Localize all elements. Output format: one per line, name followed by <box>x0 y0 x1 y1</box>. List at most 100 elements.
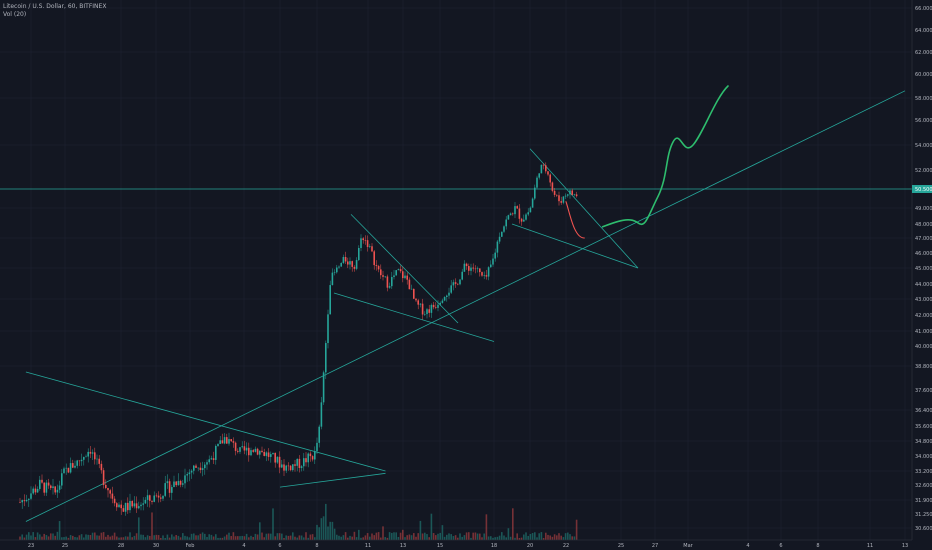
volume-bar <box>494 537 496 540</box>
volume-bar <box>369 536 371 540</box>
volume-bar <box>292 532 294 540</box>
candle-body <box>498 236 501 242</box>
candle-body <box>182 483 184 485</box>
volume-bar <box>34 537 37 540</box>
volume-bar <box>232 532 235 540</box>
time-tick-label: Mar <box>683 543 693 549</box>
candle-body <box>111 493 114 499</box>
volume-bar <box>314 537 316 540</box>
candle-body <box>188 472 191 475</box>
volume-bar <box>140 534 142 540</box>
candle-body <box>430 304 433 313</box>
trend-line-long-term-support[interactable] <box>25 90 906 522</box>
candles <box>19 162 578 516</box>
volume-bar <box>305 532 307 540</box>
time-tick-label: 11 <box>365 543 371 549</box>
candle-body <box>545 165 547 172</box>
candle-body <box>252 450 254 452</box>
projection-projected-rally[interactable] <box>601 85 729 228</box>
volume-bar <box>564 533 567 540</box>
volume-bar <box>534 532 536 540</box>
candle-body <box>186 474 188 476</box>
volume-bar <box>289 535 292 540</box>
trend-line-wedge-upper[interactable] <box>529 148 639 269</box>
volume-bar <box>223 536 226 540</box>
candle-body <box>505 219 507 227</box>
candle-body <box>162 495 164 499</box>
projections[interactable] <box>565 85 729 239</box>
volume-bar <box>465 532 468 540</box>
candle-body <box>369 246 371 247</box>
volume-bar <box>340 536 342 540</box>
trend-line-february-triangle-upper[interactable] <box>350 214 459 324</box>
candle-body <box>206 462 208 465</box>
volume-legend: Vol (20) <box>3 11 27 18</box>
volume-bar <box>83 537 85 540</box>
candle-body <box>217 443 219 447</box>
candle-body <box>83 457 85 460</box>
volume-bar <box>107 534 109 540</box>
volume-bar <box>87 534 89 540</box>
candle-body <box>265 452 268 456</box>
candle-body <box>50 485 52 489</box>
candle-body <box>443 297 446 301</box>
candle-body <box>120 504 122 509</box>
volume-bar <box>338 535 340 540</box>
trend-line-wedge-lower[interactable] <box>511 223 639 269</box>
candle-body <box>199 467 202 470</box>
time-tick-label: 13 <box>400 543 406 549</box>
candle-body <box>278 456 281 468</box>
trend-line-january-triangle-low[interactable] <box>279 472 386 488</box>
candle-body <box>274 452 276 463</box>
candle-body <box>281 464 283 468</box>
volume-bar <box>248 537 250 540</box>
price-tick-label: 45.000 <box>915 266 932 272</box>
volume-bar <box>201 532 204 540</box>
candle-body <box>428 309 430 313</box>
candle-body <box>507 215 510 220</box>
volume-bar <box>507 528 510 540</box>
volume-bar <box>364 535 367 540</box>
candle-body <box>439 302 441 305</box>
candle-body <box>226 437 228 444</box>
candle-body <box>116 503 118 508</box>
candle-body <box>573 194 576 195</box>
symbol-title: Litecoin / U.S. Dollar, 60, BITFINEX <box>3 3 107 10</box>
volume-bar <box>320 518 323 540</box>
price-tick-label: 31.900 <box>915 498 932 504</box>
candle-body <box>575 194 578 197</box>
time-tick-label: 27 <box>652 543 658 549</box>
candle-body <box>397 269 400 271</box>
volume-bar <box>98 535 100 540</box>
candle-body <box>547 171 549 175</box>
candle-body <box>534 187 536 199</box>
trend-lines[interactable] <box>0 90 912 522</box>
volume-bar <box>415 536 417 540</box>
candle-body <box>201 468 204 470</box>
volume-bar <box>91 532 94 540</box>
volume-bar <box>43 533 45 540</box>
candle-body <box>107 487 109 491</box>
candle-body <box>542 164 545 166</box>
projection-projected-pullback[interactable] <box>565 201 585 239</box>
candle-body <box>155 495 158 497</box>
volume-bar <box>69 535 72 540</box>
trend-line-january-resistance[interactable] <box>25 371 386 472</box>
candle-body <box>263 451 265 456</box>
candle-body <box>366 240 369 247</box>
candle-body <box>65 467 67 469</box>
volume-bar <box>65 536 67 540</box>
volume-bar <box>496 536 499 540</box>
volume-bar <box>402 529 404 540</box>
price-tick-label: 36.400 <box>915 408 932 414</box>
volume-bar <box>373 535 375 540</box>
volume-bar <box>523 534 525 540</box>
candle-body <box>487 267 490 277</box>
volume-bar <box>542 537 545 540</box>
candle-body <box>406 275 408 280</box>
volume-bar <box>274 536 276 540</box>
candle-body <box>39 479 41 489</box>
trend-line-february-triangle-lower[interactable] <box>333 292 495 342</box>
